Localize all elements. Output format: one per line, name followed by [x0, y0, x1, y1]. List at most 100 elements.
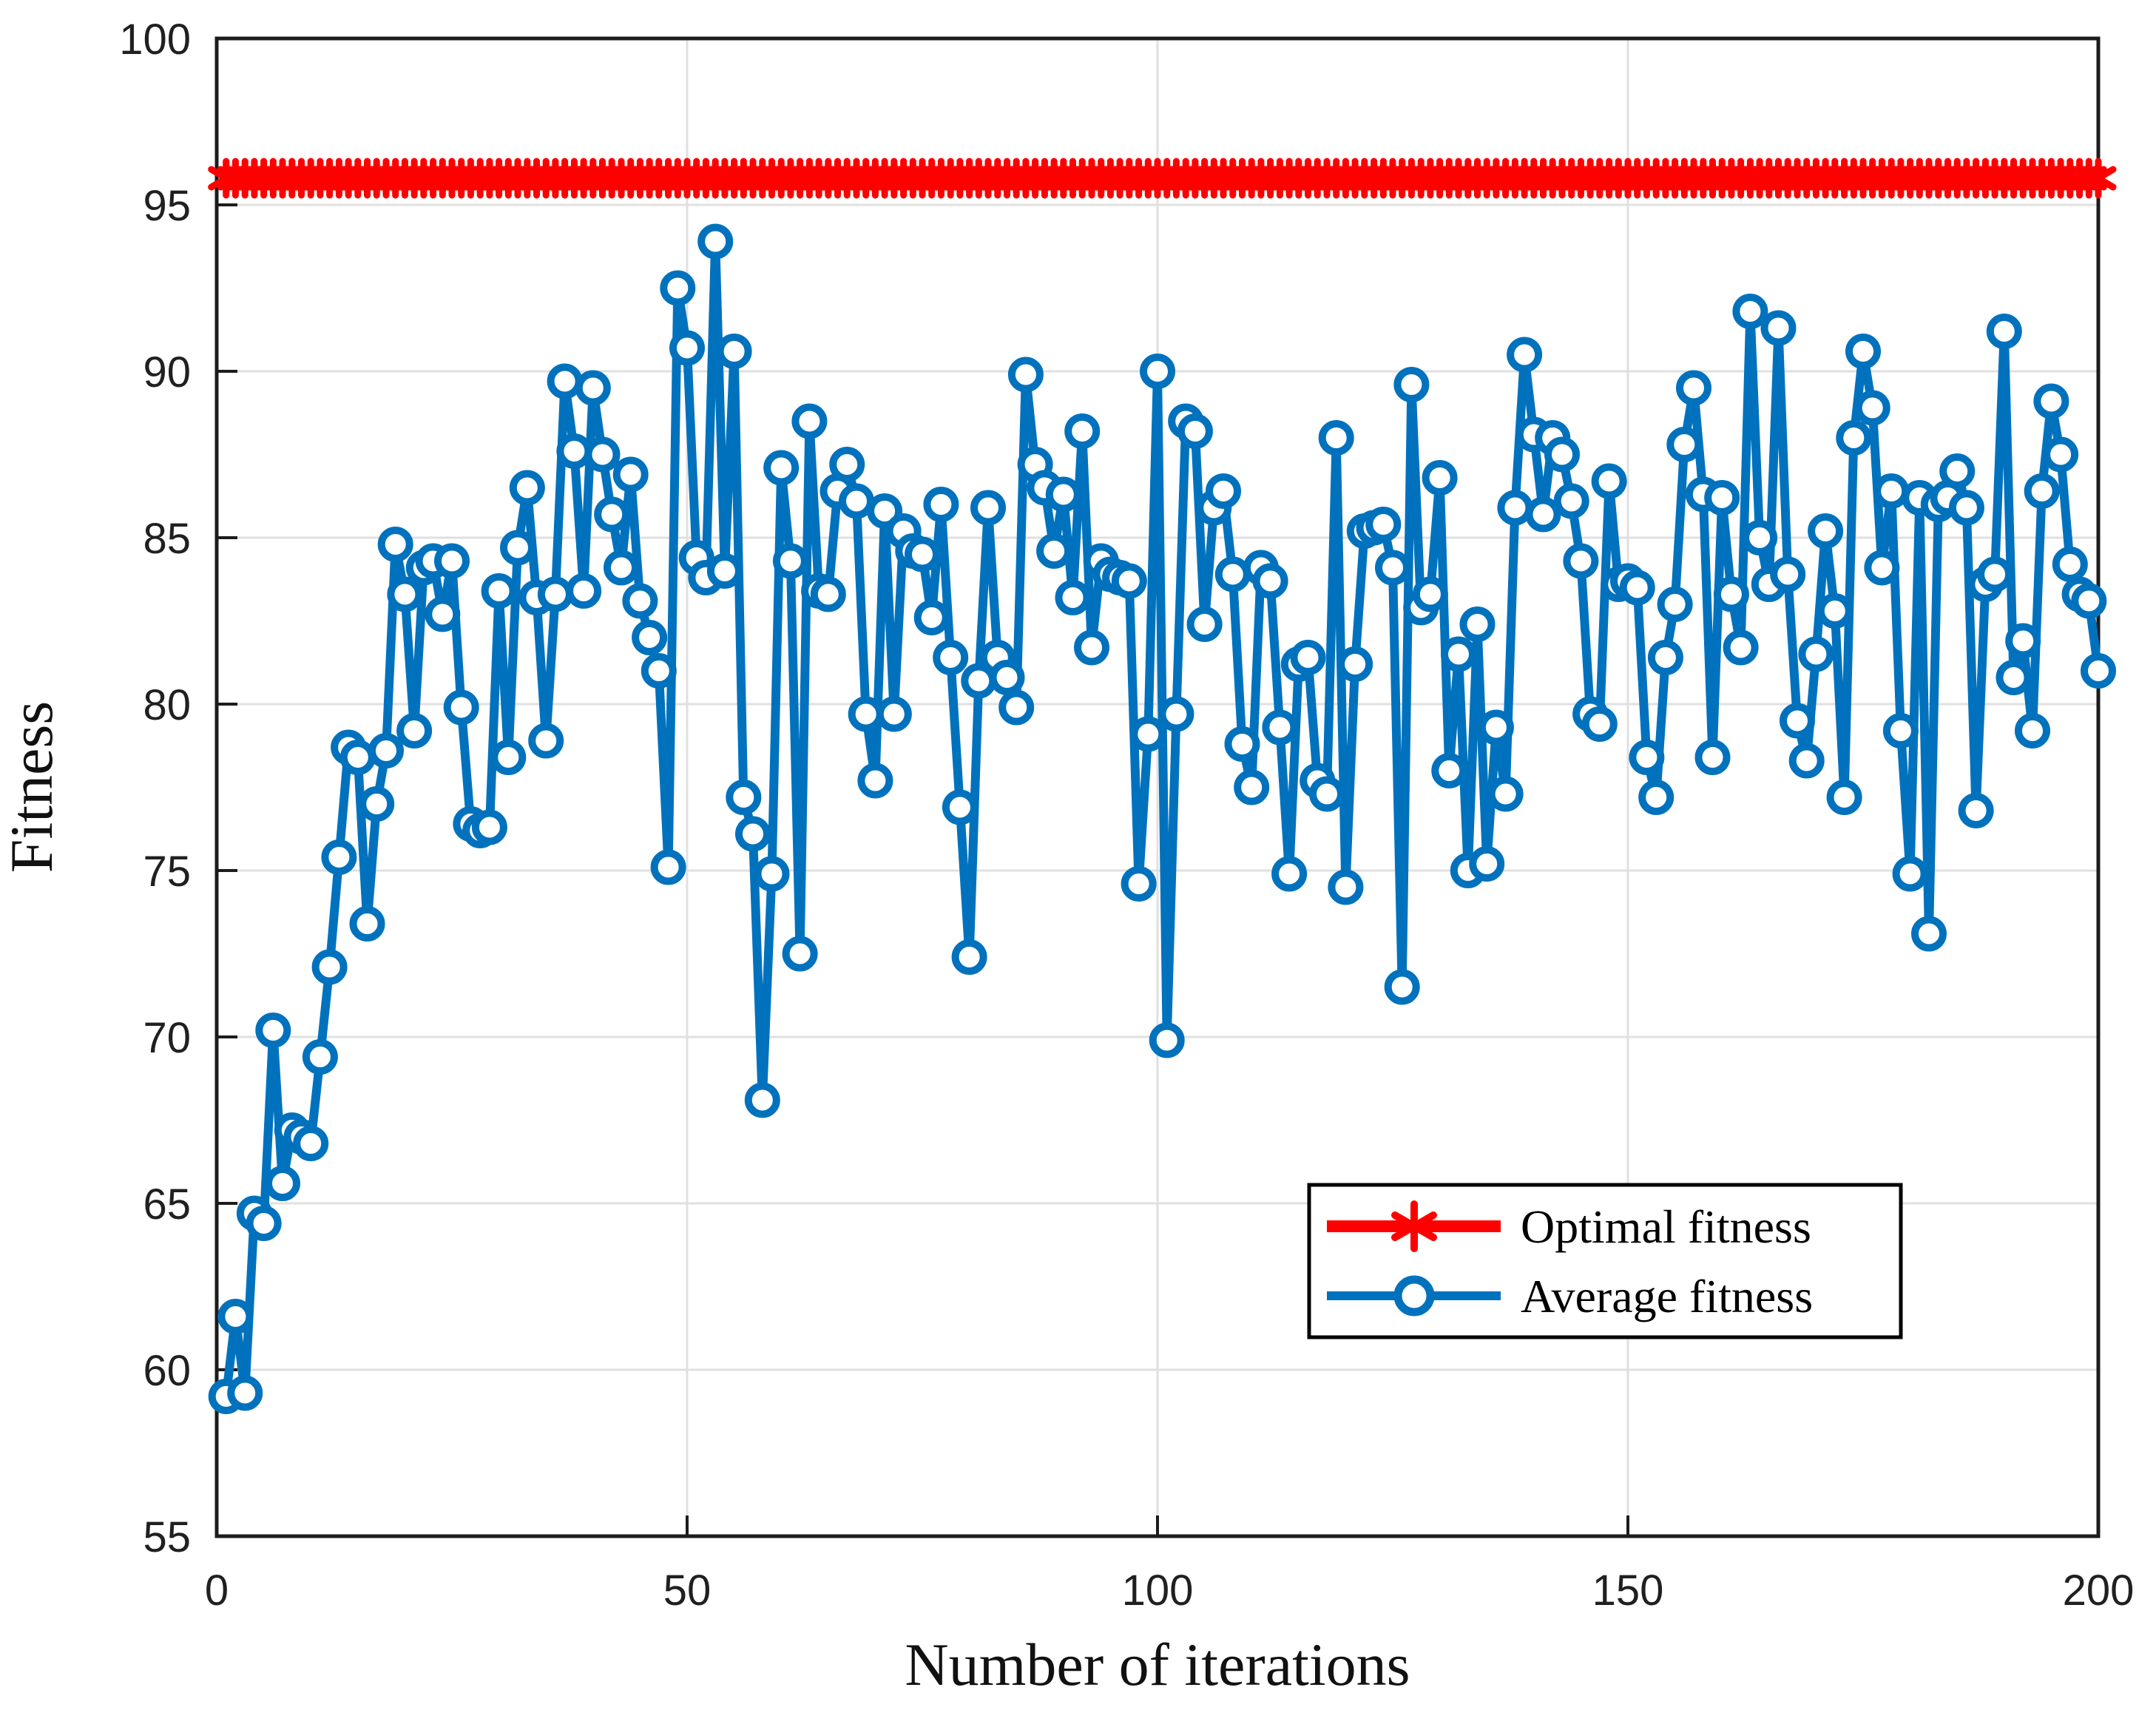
average-data-point	[1911, 916, 1947, 952]
average-data-point	[810, 576, 846, 612]
average-data-point	[1252, 563, 1288, 599]
average-data-point	[1742, 520, 1778, 555]
average-data-point	[547, 363, 583, 399]
average-data-point	[1780, 703, 1815, 739]
average-data-point	[537, 576, 573, 612]
average-data-point	[1996, 660, 2032, 695]
legend-label-optimal: Optimal fitness	[1521, 1200, 1811, 1253]
average-data-point	[1563, 543, 1599, 579]
average-data-point	[1723, 629, 1759, 666]
average-data-point	[481, 573, 517, 609]
average-data-point	[434, 543, 470, 579]
average-data-point	[1375, 550, 1410, 586]
average-data-point	[923, 487, 959, 522]
average-data-point	[782, 936, 818, 972]
average-data-point	[1948, 490, 1984, 526]
average-data-point	[763, 450, 800, 486]
x-tick-label: 100	[1122, 1567, 1194, 1615]
average-data-point	[368, 733, 404, 768]
average-data-point	[1864, 550, 1900, 586]
average-data-point	[933, 640, 969, 675]
average-data-point	[1638, 780, 1675, 815]
y-tick-labels: 55 60 65 70 75 80 85 90 95 100	[119, 16, 191, 1561]
average-data-point	[584, 436, 621, 473]
x-tick-label: 50	[663, 1567, 712, 1615]
y-tick-label: 60	[143, 1347, 191, 1395]
average-data-point	[1977, 556, 2013, 592]
average-data-point	[1666, 427, 1703, 462]
average-data-point	[1177, 413, 1213, 449]
legend-item-optimal: Optimal fitness	[1327, 1200, 1811, 1253]
average-data-point	[1873, 473, 1910, 509]
y-tick-label: 70	[143, 1014, 191, 1062]
average-data-point	[998, 689, 1035, 726]
average-data-point	[1826, 780, 1862, 815]
average-data-point	[255, 1013, 291, 1048]
legend-label-average: Average fitness	[1521, 1270, 1813, 1322]
average-data-point	[1788, 743, 1825, 779]
average-data-point	[1045, 476, 1081, 513]
average-data-point	[1140, 354, 1175, 389]
average-data-point	[829, 447, 865, 482]
average-data-point	[1111, 563, 1147, 599]
average-data-point	[1958, 793, 1994, 828]
y-tick-label: 95	[143, 182, 191, 230]
x-tick-labels: 0 50 100 150 200	[205, 1567, 2135, 1615]
average-data-point	[1525, 496, 1561, 533]
average-data-point	[1431, 753, 1467, 788]
average-data-point	[500, 530, 535, 566]
average-data-point	[2071, 583, 2107, 619]
average-data-point	[1882, 713, 1919, 748]
average-data-point	[951, 939, 987, 975]
average-data-point	[1808, 513, 1844, 549]
average-data-point	[1271, 856, 1308, 892]
average-data-point	[387, 576, 423, 612]
average-data-point	[396, 713, 433, 748]
x-tick-label: 150	[1592, 1567, 1664, 1615]
average-data-point	[1186, 606, 1223, 642]
average-data-point	[1704, 480, 1740, 516]
average-data-point	[349, 906, 385, 942]
average-data-point	[2033, 383, 2069, 419]
x-axis-label: Number of iterations	[905, 1631, 1410, 1698]
average-data-point	[1732, 294, 1768, 329]
average-data-point	[1328, 869, 1364, 905]
average-data-point	[1393, 367, 1430, 402]
average-data-point	[594, 496, 630, 533]
average-data-point	[1130, 716, 1166, 752]
average-data-point	[1845, 334, 1881, 369]
average-data-point	[612, 456, 649, 493]
y-tick-label: 85	[143, 515, 191, 563]
y-tick-label: 90	[143, 348, 191, 396]
average-data-point	[1854, 390, 1890, 426]
average-data-point	[1619, 570, 1655, 606]
average-data-point	[1262, 709, 1298, 746]
average-data-point	[528, 723, 564, 759]
average-data-point	[1553, 483, 1589, 519]
average-data-point	[2052, 547, 2088, 582]
average-data-point	[359, 786, 395, 822]
y-tick-label: 65	[143, 1180, 191, 1229]
average-data-point	[1224, 726, 1260, 762]
average-data-point	[1459, 606, 1496, 642]
x-tick-label: 200	[2063, 1567, 2135, 1615]
average-data-point	[1422, 460, 1458, 496]
optimal-asterisk-markers	[208, 158, 2117, 199]
asterisk-icon	[1391, 1200, 1437, 1252]
average-data-point	[1441, 636, 1476, 672]
average-data-point	[265, 1166, 300, 1201]
average-data-point	[471, 809, 507, 845]
average-data-point	[1064, 413, 1101, 449]
average-data-point	[716, 334, 752, 369]
average-data-point	[989, 660, 1025, 695]
average-data-point	[1487, 776, 1524, 812]
average-data-point	[669, 330, 705, 366]
average-data-point	[1647, 640, 1683, 675]
average-data-point	[302, 1039, 338, 1075]
average-data-point	[490, 740, 527, 775]
average-data-point	[1309, 776, 1345, 812]
average-data-point	[650, 849, 686, 885]
average-data-point	[942, 789, 978, 825]
average-data-point	[1939, 453, 1976, 489]
